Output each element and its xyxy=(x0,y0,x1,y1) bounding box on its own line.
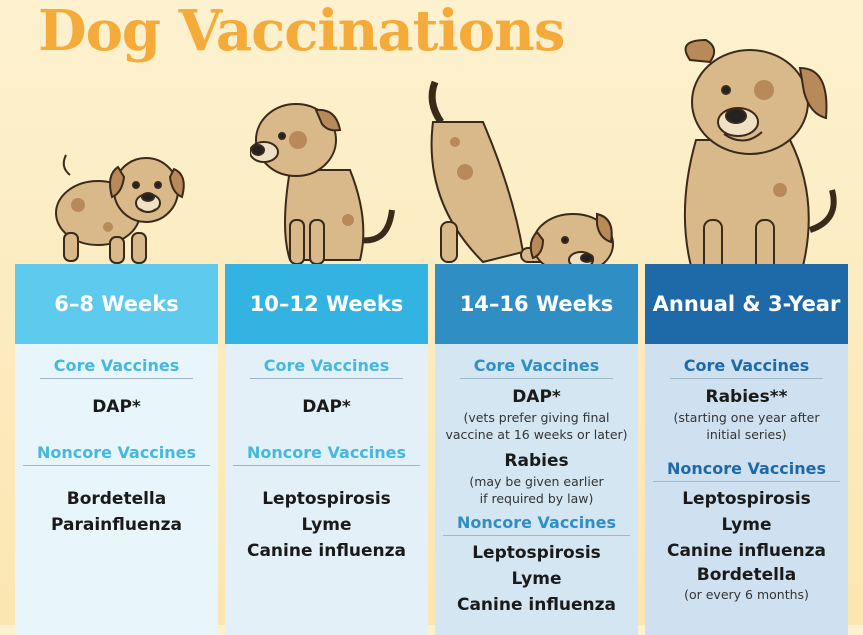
column-header: 14–16 Weeks xyxy=(435,264,638,344)
noncore-vaccines-label: Noncore Vaccines xyxy=(652,459,841,482)
core-vaccines-label: Core Vaccines xyxy=(459,356,614,379)
noncore-vaccines-label: Noncore Vaccines xyxy=(442,513,631,536)
noncore-vaccine: Canine influenza xyxy=(666,541,827,561)
core-vaccine: Rabies xyxy=(504,451,569,471)
core-vaccine-note: (vets prefer giving final xyxy=(463,410,610,425)
adult-dog-illustration xyxy=(683,38,837,273)
puppy-sitting-illustration xyxy=(250,103,395,265)
core-vaccines-label: Core Vaccines xyxy=(669,356,824,379)
noncore-vaccine: Leptospirosis xyxy=(472,543,601,563)
column-header: Annual & 3-Year xyxy=(645,264,848,344)
column-6-8-weeks: 6–8 Weeks Core Vaccines DAP* Noncore Vac… xyxy=(15,264,218,635)
noncore-vaccine: Canine influenza xyxy=(456,595,617,615)
core-vaccine-note: (starting one year after xyxy=(673,410,820,425)
core-vaccine: Rabies** xyxy=(705,387,788,407)
core-vaccine: DAP* xyxy=(512,387,561,407)
core-vaccines-label: Core Vaccines xyxy=(249,356,404,379)
noncore-vaccines-label: Noncore Vaccines xyxy=(22,443,211,466)
column-10-12-weeks: 10–12 Weeks Core Vaccines DAP* Noncore V… xyxy=(225,264,428,635)
noncore-vaccine: Canine influenza xyxy=(246,541,407,561)
puppy-small-illustration xyxy=(55,154,185,264)
core-vaccine-note: vaccine at 16 weeks or later) xyxy=(445,427,628,442)
core-vaccine: DAP* xyxy=(92,397,141,417)
noncore-vaccine: Bordetella xyxy=(66,489,167,509)
noncore-vaccine: Leptospirosis xyxy=(682,489,811,509)
noncore-vaccine: Parainfluenza xyxy=(51,515,182,535)
column-header: 10–12 Weeks xyxy=(225,264,428,344)
core-vaccines-label: Core Vaccines xyxy=(39,356,194,379)
core-vaccine-note: if required by law) xyxy=(479,491,594,506)
noncore-vaccine: Leptospirosis xyxy=(262,489,391,509)
column-14-16-weeks: 14–16 Weeks Core Vaccines DAP* (vets pre… xyxy=(435,264,638,635)
noncore-vaccine: Lyme xyxy=(721,515,772,535)
noncore-vaccine-note: (or every 6 months) xyxy=(684,587,809,602)
noncore-vaccine: Lyme xyxy=(301,515,352,535)
core-vaccine: DAP* xyxy=(302,397,351,417)
page-title: Dog Vaccinations xyxy=(38,0,565,64)
core-vaccine-note: initial series) xyxy=(706,427,787,442)
puppy-playing-illustration xyxy=(428,80,614,280)
noncore-vaccine: Bordetella xyxy=(696,565,797,585)
column-header: 6–8 Weeks xyxy=(15,264,218,344)
column-annual-3-year: Annual & 3-Year Core Vaccines Rabies** (… xyxy=(645,264,848,635)
noncore-vaccine: Lyme xyxy=(511,569,562,589)
core-vaccine-note: (may be given earlier xyxy=(469,474,604,489)
noncore-vaccines-label: Noncore Vaccines xyxy=(232,443,421,466)
